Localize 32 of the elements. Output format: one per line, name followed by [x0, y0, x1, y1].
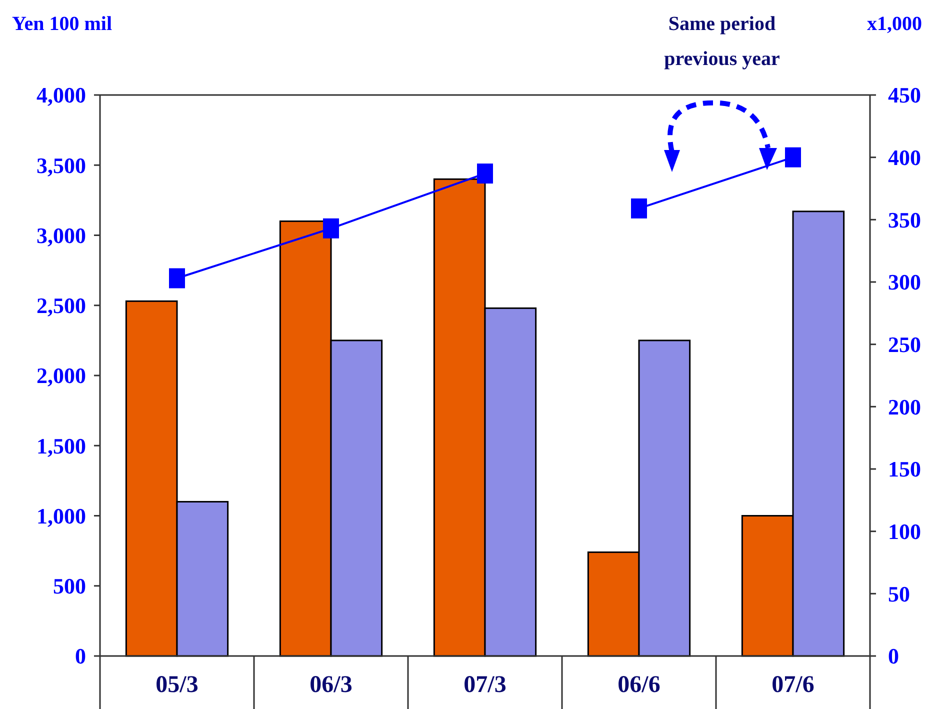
y-tick-label: 2,000 [36, 363, 86, 388]
y2-tick-label: 100 [888, 519, 921, 544]
y2-tick-label: 250 [888, 332, 921, 358]
text: Same period previous year [664, 13, 780, 70]
y2-axis-title: x1,000 [867, 13, 922, 35]
y2-tick-label: 0 [888, 644, 899, 669]
y-tick-label: 3,000 [36, 222, 86, 248]
point [477, 164, 493, 184]
y-tick-label: 1,000 [36, 503, 86, 528]
x-tick-label: 06/3 [310, 672, 352, 698]
point [785, 147, 801, 168]
y-tick-label: 4,000 [36, 82, 86, 108]
y2-tick-label: 450 [888, 82, 921, 108]
y2-tick-label: 200 [888, 394, 921, 420]
y-tick-label: 500 [53, 574, 86, 599]
point [169, 268, 185, 288]
y2-tick-label: 50 [888, 581, 910, 606]
y2-tick-label: 150 [888, 456, 921, 482]
y2-tick-label: 300 [888, 270, 921, 295]
x-tick-label: 06/6 [618, 672, 660, 698]
point [323, 218, 339, 238]
y-axis-title: Yen 100 mil [12, 13, 112, 35]
x-tick-label: 07/3 [464, 672, 506, 698]
point [631, 198, 647, 218]
x-tick-label: 07/6 [772, 672, 814, 698]
y-tick-label: 1,500 [36, 433, 86, 458]
y2-tick-label: 400 [888, 145, 921, 170]
y-tick-label: 0 [75, 644, 86, 669]
x-tick-label: 05/3 [156, 672, 198, 698]
y-tick-label: 3,500 [36, 152, 86, 178]
y2-tick-label: 350 [888, 207, 921, 232]
y-tick-label: 2,500 [36, 293, 86, 318]
